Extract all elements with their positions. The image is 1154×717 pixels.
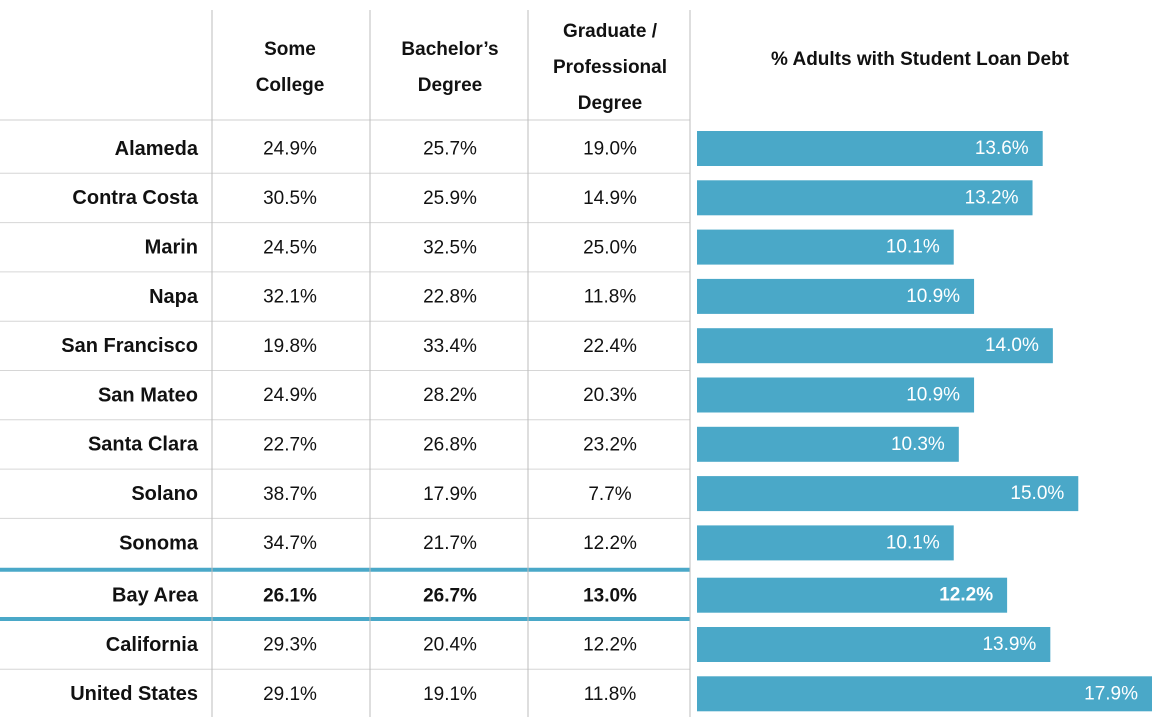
row-label: Sonoma bbox=[119, 532, 199, 554]
bar bbox=[697, 476, 1079, 512]
cell: 34.7% bbox=[263, 533, 317, 554]
bar bbox=[697, 525, 954, 561]
row-label: United States bbox=[70, 683, 198, 705]
cell: 22.8% bbox=[423, 287, 477, 308]
bar bbox=[697, 627, 1051, 662]
column-header: Degree bbox=[418, 75, 482, 96]
bar bbox=[697, 676, 1152, 712]
cell: 11.8% bbox=[584, 287, 637, 308]
column-header: Graduate / bbox=[563, 21, 658, 42]
cell: 24.9% bbox=[263, 385, 317, 406]
cell: 17.9% bbox=[423, 484, 477, 505]
cell: 24.9% bbox=[263, 139, 317, 160]
bar-label: 14.0% bbox=[985, 335, 1039, 356]
cell: 21.7% bbox=[423, 533, 477, 554]
cell: 19.1% bbox=[423, 684, 477, 705]
column-header: Degree bbox=[578, 93, 642, 114]
column-header: Some bbox=[264, 39, 316, 60]
cell: 12.2% bbox=[583, 635, 637, 656]
bar bbox=[697, 577, 1008, 613]
cell: 26.1% bbox=[263, 585, 317, 606]
cell: 32.5% bbox=[423, 237, 477, 258]
cell: 12.2% bbox=[583, 533, 637, 554]
cell: 23.2% bbox=[583, 434, 637, 455]
cell: 29.3% bbox=[263, 635, 317, 656]
row-label: San Francisco bbox=[61, 335, 198, 357]
bar bbox=[697, 278, 975, 314]
bar-label: 13.6% bbox=[975, 138, 1029, 159]
bar-label: 12.2% bbox=[939, 585, 993, 606]
row-label: Santa Clara bbox=[88, 434, 199, 456]
cell: 20.3% bbox=[583, 385, 637, 406]
bar bbox=[697, 229, 954, 265]
cell: 33.4% bbox=[423, 336, 477, 357]
column-header: Bachelor’s bbox=[401, 39, 498, 60]
cell: 25.0% bbox=[583, 237, 637, 258]
cell: 30.5% bbox=[263, 188, 317, 209]
cell: 28.2% bbox=[423, 385, 477, 406]
cell: 29.1% bbox=[263, 684, 317, 705]
bar-label: 10.9% bbox=[906, 385, 960, 406]
bar-label: 15.0% bbox=[1010, 483, 1064, 504]
cell: 20.4% bbox=[423, 635, 477, 656]
bar-label: 10.9% bbox=[906, 286, 960, 307]
bar bbox=[697, 131, 1043, 166]
cell: 38.7% bbox=[263, 484, 317, 505]
cell: 22.4% bbox=[583, 336, 637, 357]
bar bbox=[697, 328, 1053, 364]
column-header: Professional bbox=[553, 57, 667, 78]
cell: 32.1% bbox=[263, 287, 317, 308]
cell: 19.0% bbox=[583, 139, 637, 160]
row-label: Alameda bbox=[115, 138, 199, 160]
cell: 11.8% bbox=[584, 684, 637, 705]
cell: 26.7% bbox=[423, 585, 477, 606]
bar-label: 10.1% bbox=[886, 532, 940, 553]
cell: 25.9% bbox=[423, 188, 477, 209]
row-label: California bbox=[106, 634, 199, 656]
cell: 25.7% bbox=[423, 139, 477, 160]
row-label: Contra Costa bbox=[72, 187, 198, 209]
bar bbox=[697, 377, 975, 413]
row-label: Marin bbox=[145, 237, 198, 259]
row-label: Napa bbox=[149, 286, 199, 308]
cell: 14.9% bbox=[583, 188, 637, 209]
bar-label: 10.1% bbox=[886, 237, 940, 258]
bar-label: 10.3% bbox=[891, 434, 945, 455]
cell: 26.8% bbox=[423, 434, 477, 455]
bar bbox=[697, 180, 1033, 216]
cell: 22.7% bbox=[263, 434, 317, 455]
bar-label: 17.9% bbox=[1084, 683, 1138, 704]
column-header: % Adults with Student Loan Debt bbox=[771, 49, 1070, 70]
bar-label: 13.9% bbox=[982, 634, 1036, 655]
column-header: College bbox=[256, 75, 325, 96]
row-label: San Mateo bbox=[98, 384, 198, 406]
cell: 13.0% bbox=[583, 585, 637, 606]
cell: 19.8% bbox=[263, 336, 317, 357]
bar bbox=[697, 426, 959, 462]
cell: 7.7% bbox=[588, 484, 631, 505]
cell: 24.5% bbox=[263, 237, 317, 258]
row-label: Solano bbox=[131, 483, 198, 505]
row-label: Bay Area bbox=[112, 585, 199, 607]
bar-label: 13.2% bbox=[965, 187, 1019, 208]
